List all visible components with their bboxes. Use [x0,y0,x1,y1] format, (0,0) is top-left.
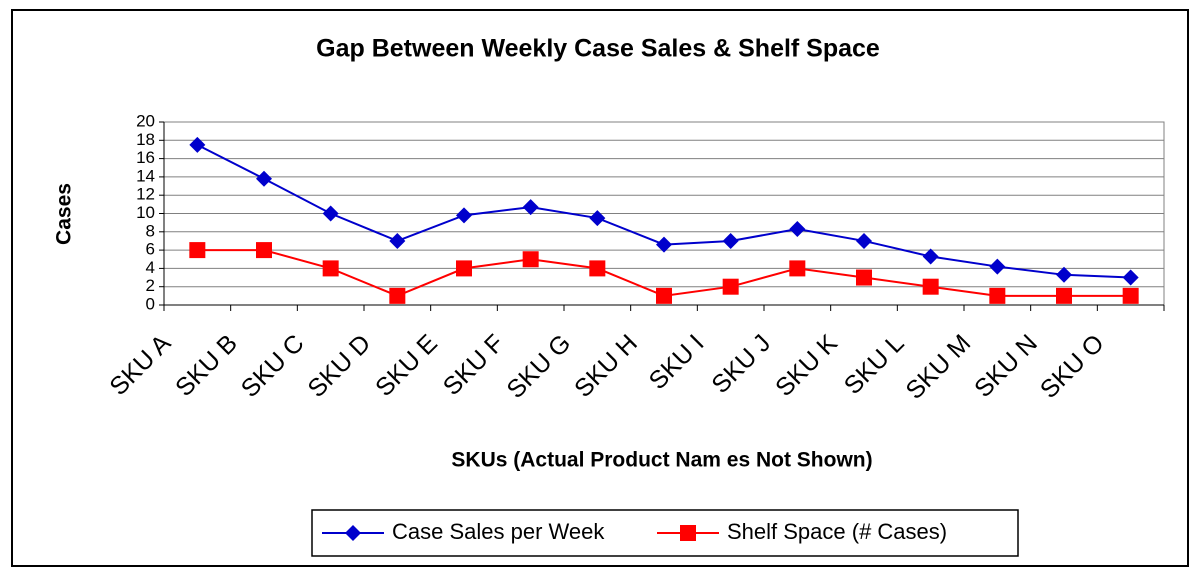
point [389,232,406,249]
point [1056,266,1072,283]
legend-marker [680,525,696,541]
legend-label: Shelf Space (# Cases) [727,519,947,544]
point [789,221,806,238]
y-axis-title: Cases [53,183,76,245]
chart-title: Gap Between Weekly Case Sales & Shelf Sp… [316,35,880,63]
point [722,232,739,249]
point [389,287,406,304]
point [189,136,206,153]
point [522,199,539,216]
point [589,260,606,277]
y-tick-label: 20 [136,111,155,130]
y-tick-label: 10 [136,203,155,222]
point [189,242,206,259]
y-tick-label: 18 [136,130,155,149]
point [989,287,1006,304]
point [256,242,272,259]
y-tick-label: 12 [136,185,155,204]
point [656,287,672,304]
point [989,258,1006,275]
y-tick-label: 2 [146,276,155,295]
point [856,232,872,249]
y-tick-label: 4 [146,258,155,277]
point [1122,269,1139,286]
y-tick-label: 16 [136,148,155,167]
legend-label: Case Sales per Week [392,519,605,544]
y-tick-label: 0 [146,294,155,313]
point [589,210,606,227]
point [922,248,939,265]
point [789,260,806,277]
y-tick-label: 6 [146,240,155,259]
point [322,260,339,277]
legend-marker [345,525,361,541]
point [522,251,539,268]
point [456,207,472,224]
point [1122,287,1139,304]
point [256,170,272,187]
point [722,278,739,295]
point [856,269,872,286]
point [456,260,472,277]
x-axis-title: SKUs (Actual Product Nam es Not Shown) [451,449,872,472]
point [1056,287,1072,304]
y-tick-label: 14 [136,166,155,185]
point [322,205,339,222]
point [922,278,939,295]
y-tick-label: 8 [146,221,155,240]
point [656,236,672,253]
